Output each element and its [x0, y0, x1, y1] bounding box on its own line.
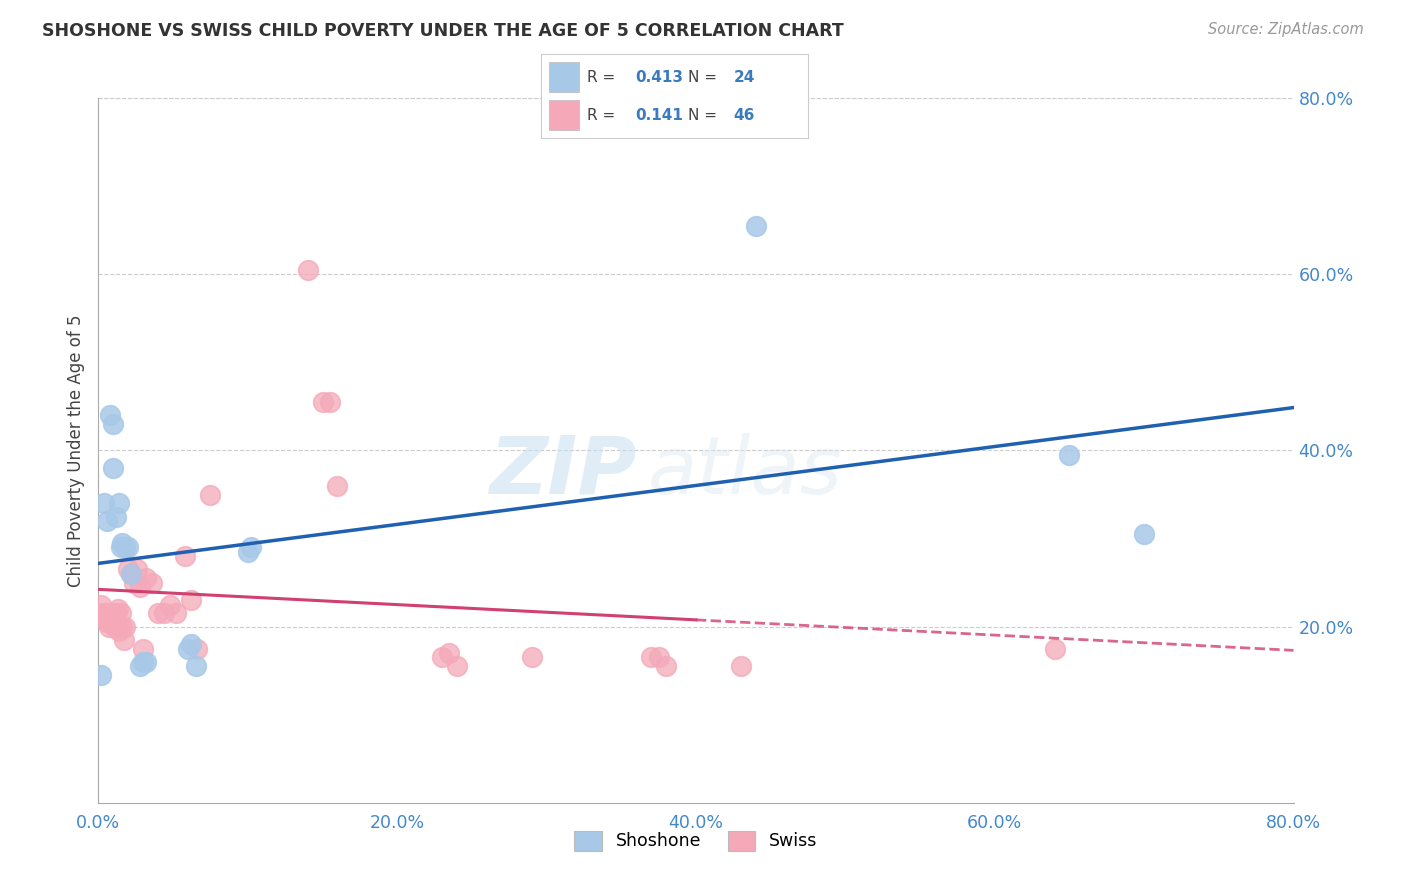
- Point: [97, 619, 120, 633]
- Point: [93, 496, 115, 510]
- Text: SHOSHONE VS SWISS CHILD POVERTY UNDER THE AGE OF 5 CORRELATION CHART: SHOSHONE VS SWISS CHILD POVERTY UNDER TH…: [42, 22, 844, 40]
- Point: [177, 641, 200, 656]
- Point: [103, 417, 125, 431]
- Text: N =: N =: [689, 108, 723, 123]
- Point: [319, 395, 342, 409]
- Point: [174, 549, 197, 564]
- Text: Source: ZipAtlas.com: Source: ZipAtlas.com: [1208, 22, 1364, 37]
- Text: atlas: atlas: [648, 433, 844, 510]
- Point: [132, 641, 155, 656]
- Point: [90, 668, 112, 682]
- Text: 46: 46: [734, 108, 755, 123]
- Point: [98, 408, 122, 422]
- Point: [117, 562, 139, 576]
- Point: [730, 659, 752, 673]
- Point: [124, 575, 146, 590]
- Point: [108, 624, 131, 638]
- Point: [236, 545, 259, 559]
- Point: [120, 566, 142, 581]
- Point: [647, 650, 669, 665]
- Point: [98, 611, 122, 625]
- Point: [640, 650, 662, 665]
- Point: [91, 607, 114, 621]
- Point: [326, 478, 349, 492]
- Point: [90, 598, 112, 612]
- Point: [311, 395, 333, 409]
- Point: [111, 619, 134, 633]
- Point: [114, 619, 136, 633]
- Point: [446, 659, 468, 673]
- Point: [103, 461, 125, 475]
- Point: [108, 496, 131, 510]
- Point: [101, 615, 124, 630]
- Point: [153, 607, 176, 621]
- Point: [107, 602, 129, 616]
- Point: [184, 659, 207, 673]
- Point: [120, 566, 142, 581]
- Point: [1043, 641, 1066, 656]
- Point: [186, 641, 208, 656]
- Y-axis label: Child Poverty Under the Age of 5: Child Poverty Under the Age of 5: [66, 314, 84, 587]
- Point: [104, 619, 127, 633]
- Point: [165, 607, 187, 621]
- Point: [180, 637, 202, 651]
- Point: [96, 514, 118, 528]
- Point: [159, 598, 181, 612]
- Text: N =: N =: [689, 70, 723, 85]
- Point: [114, 541, 136, 555]
- Point: [439, 646, 461, 660]
- Text: 0.141: 0.141: [636, 108, 683, 123]
- Text: 0.413: 0.413: [636, 70, 683, 85]
- FancyBboxPatch shape: [550, 62, 579, 92]
- Point: [112, 632, 135, 647]
- Point: [135, 655, 157, 669]
- Text: R =: R =: [586, 108, 620, 123]
- Point: [111, 536, 134, 550]
- FancyBboxPatch shape: [550, 100, 579, 130]
- Point: [297, 263, 319, 277]
- Point: [180, 593, 202, 607]
- Point: [745, 219, 768, 233]
- Point: [110, 541, 132, 555]
- Text: 24: 24: [734, 70, 755, 85]
- Point: [200, 487, 222, 501]
- Text: ZIP: ZIP: [489, 433, 637, 510]
- Point: [132, 655, 155, 669]
- Point: [1133, 527, 1156, 541]
- Point: [430, 650, 453, 665]
- Point: [1059, 448, 1081, 462]
- Point: [103, 607, 125, 621]
- Point: [105, 607, 128, 621]
- Point: [129, 659, 152, 673]
- Text: R =: R =: [586, 70, 620, 85]
- Point: [135, 571, 157, 585]
- Point: [117, 541, 139, 555]
- Point: [96, 615, 118, 630]
- Point: [93, 611, 115, 625]
- Point: [239, 541, 262, 555]
- Point: [148, 607, 170, 621]
- Point: [94, 607, 117, 621]
- Point: [110, 607, 132, 621]
- Point: [141, 575, 163, 590]
- Point: [129, 580, 152, 594]
- Point: [127, 562, 149, 576]
- Point: [105, 509, 128, 524]
- Legend: Shoshone, Swiss: Shoshone, Swiss: [568, 823, 824, 857]
- Point: [520, 650, 543, 665]
- Point: [655, 659, 678, 673]
